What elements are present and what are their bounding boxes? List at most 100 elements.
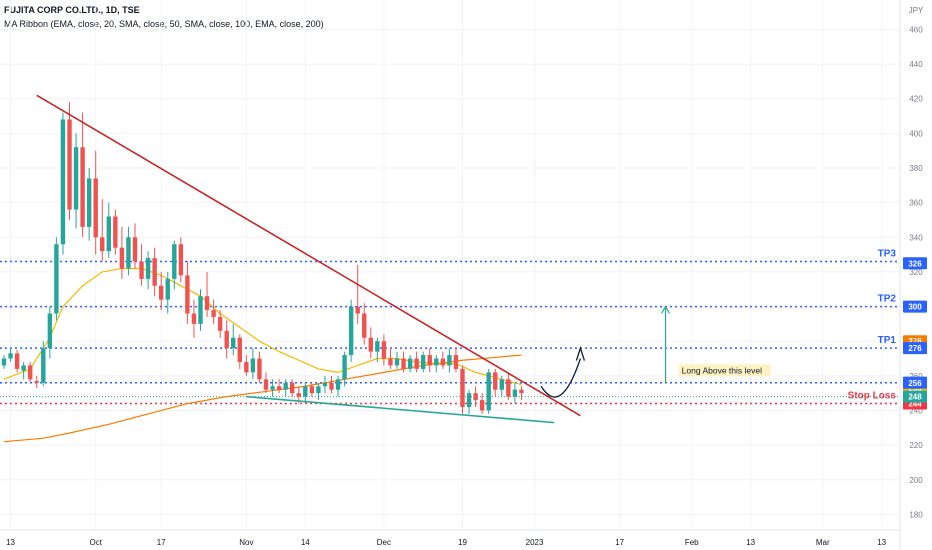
candle-up xyxy=(466,393,472,408)
price-badge-last-bg xyxy=(903,390,927,403)
x-tick-label: 14 xyxy=(301,538,310,547)
candle-down xyxy=(93,178,98,238)
candle-up xyxy=(145,258,151,279)
candle-down xyxy=(414,358,419,369)
y-tick-label: 380 xyxy=(909,164,923,173)
candle-up xyxy=(198,296,203,324)
candle-down xyxy=(237,337,242,362)
ma-line-ema-20 xyxy=(3,267,522,386)
candle-up xyxy=(283,382,288,390)
x-tick-label: Mar xyxy=(816,538,830,547)
trendline-support xyxy=(246,395,555,424)
candle-up xyxy=(73,147,79,210)
annotation-box xyxy=(678,364,771,377)
candle-down xyxy=(67,119,72,210)
y-tick-label: 340 xyxy=(909,233,923,242)
y-tick-label: 420 xyxy=(909,95,923,104)
candle-down xyxy=(368,337,373,352)
annotation-text: Long Above this level xyxy=(682,365,762,375)
candle-up xyxy=(21,365,26,371)
candle-down xyxy=(132,237,138,262)
candle-down xyxy=(440,358,446,366)
y-tick-label: 460 xyxy=(909,25,923,34)
candle-down xyxy=(263,379,269,390)
y-tick-label: 400 xyxy=(909,129,923,138)
candle-down xyxy=(276,386,282,390)
y-tick-label: 180 xyxy=(909,510,923,519)
candle-up xyxy=(231,337,236,349)
candle-down xyxy=(28,365,33,380)
candle-down xyxy=(290,382,295,394)
candle-up xyxy=(421,355,426,369)
x-tick-label: 17 xyxy=(615,538,624,547)
price-badge-tp1-bg xyxy=(903,342,927,355)
candle-up xyxy=(512,389,518,397)
candle-up xyxy=(434,358,439,366)
target-arrow-head xyxy=(661,305,671,314)
y-tick-label: 360 xyxy=(909,199,923,208)
candle-down xyxy=(381,341,387,359)
candle-down xyxy=(519,389,524,394)
candle-up xyxy=(8,353,13,359)
indicator-legend: MA Ribbon (EMA, close, 20, SMA, close, 5… xyxy=(4,19,324,29)
symbol-label: FUJITA CORP CO.LTD., 1D, TSE xyxy=(4,5,140,15)
x-tick-label: Dec xyxy=(377,538,391,547)
price-badge-entry: 256 xyxy=(908,379,922,388)
candle-down xyxy=(191,313,197,324)
candle-down xyxy=(34,381,39,383)
y-tick-label: 440 xyxy=(909,60,923,69)
candle-down xyxy=(119,247,125,269)
level-label-tp2: TP2 xyxy=(878,294,897,305)
x-tick-label: 13 xyxy=(6,538,15,547)
candle-down xyxy=(100,237,105,252)
x-tick-label: 17 xyxy=(157,538,166,547)
candle-down xyxy=(178,244,184,276)
x-tick-label: 2023 xyxy=(526,538,544,547)
level-label-tp3: TP3 xyxy=(878,249,897,260)
candle-down xyxy=(257,358,262,380)
price-badge-stop-loss: 244 xyxy=(908,400,922,409)
y-tick-label: 320 xyxy=(909,268,923,277)
candle-down xyxy=(355,306,360,314)
price-badge-tp2: 300 xyxy=(908,303,922,312)
candle-up xyxy=(47,313,53,349)
candle-up xyxy=(303,386,308,397)
candle-down xyxy=(388,358,393,366)
candle-down xyxy=(329,382,334,390)
candle-down xyxy=(506,379,511,397)
candle-down xyxy=(453,355,459,369)
candle-up xyxy=(316,386,321,394)
candle-down xyxy=(211,310,216,317)
candle-down xyxy=(427,355,432,366)
price-badge-entry-bg xyxy=(903,376,927,389)
candle-up xyxy=(335,379,341,390)
candle-up xyxy=(375,341,380,352)
candle-up xyxy=(172,244,177,279)
candle-up xyxy=(447,355,452,366)
candle-up xyxy=(394,358,400,366)
candle-up xyxy=(165,278,170,300)
y-tick-label: 240 xyxy=(909,406,923,415)
level-label-stop-loss: Stop Loss xyxy=(848,391,897,402)
candle-down xyxy=(185,275,190,314)
candle-down xyxy=(14,353,20,369)
candle-down xyxy=(493,372,498,390)
trendline-descending-resistance xyxy=(36,94,581,417)
price-badge-extra: 276 xyxy=(908,337,922,346)
breakout-arrow-curve xyxy=(540,358,582,398)
candle-up xyxy=(106,216,111,252)
candle-down xyxy=(473,393,478,401)
y-tick-label: 260 xyxy=(909,372,923,381)
x-tick-label: Feb xyxy=(685,538,699,547)
price-badge-tp1: 276 xyxy=(908,344,922,353)
candle-up xyxy=(86,178,92,227)
candle-down xyxy=(159,285,164,300)
candle-down xyxy=(113,216,118,248)
candle-down xyxy=(460,368,465,408)
candle-up xyxy=(1,358,7,366)
chart-title: FUJITA CORP CO.LTD., 1D, TSE xyxy=(4,5,140,15)
candle-up xyxy=(54,244,59,314)
candle-up xyxy=(407,358,413,369)
candle-up xyxy=(60,119,66,245)
